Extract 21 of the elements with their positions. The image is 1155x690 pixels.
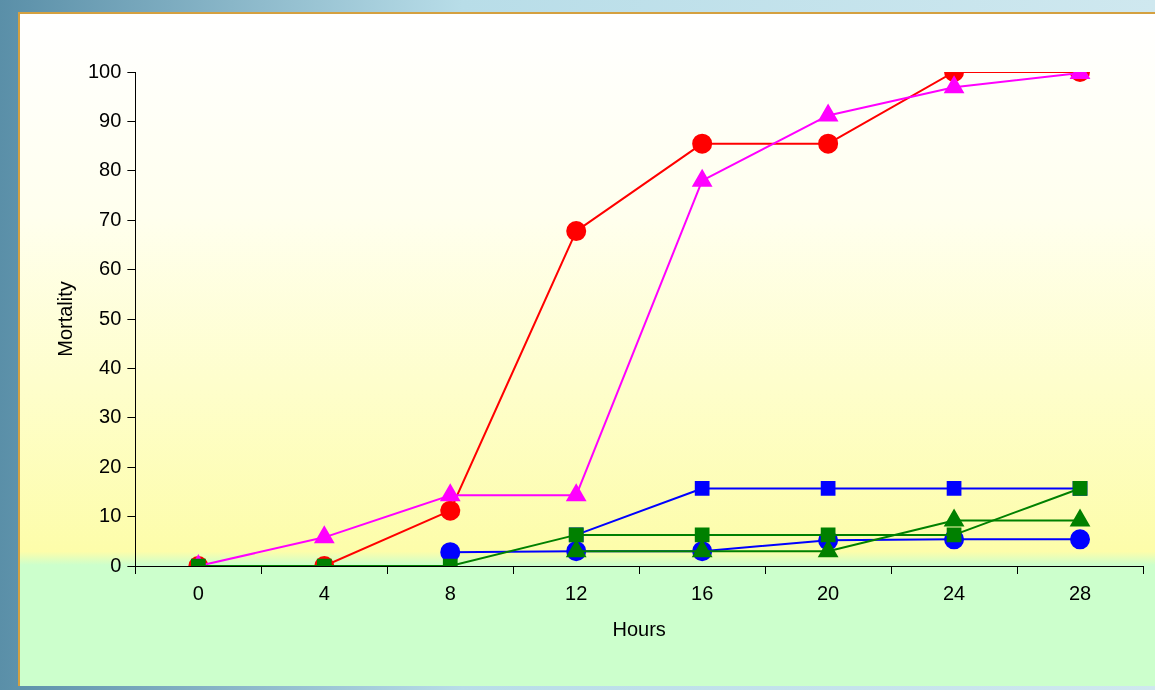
y-tick-label: 30: [99, 405, 122, 428]
y-axis-title: Mortality: [53, 281, 76, 357]
x-axis-title: Hours: [612, 617, 666, 640]
x-tick-label: 20: [816, 581, 840, 604]
y-tick-label: 60: [99, 257, 122, 280]
y-tick-label: 10: [99, 504, 122, 527]
y-tick-label: 80: [99, 158, 122, 181]
x-tick-label: 12: [565, 581, 588, 604]
x-tick-label: 4: [318, 581, 330, 604]
y-tick-label: 50: [99, 306, 122, 329]
x-tick-label: 16: [691, 581, 714, 604]
y-tick-label: 20: [99, 454, 122, 477]
x-tick-label: 24: [942, 581, 966, 604]
y-tick-label: 0: [110, 553, 122, 576]
x-tick-label: 0: [192, 581, 204, 604]
x-tick-label: 28: [1068, 581, 1092, 604]
x-tick-label: 8: [444, 581, 456, 604]
y-tick-label: 70: [99, 207, 122, 230]
y-tick-label: 100: [87, 59, 122, 82]
y-tick-label: 90: [99, 108, 122, 131]
y-tick-label: 40: [99, 355, 122, 378]
